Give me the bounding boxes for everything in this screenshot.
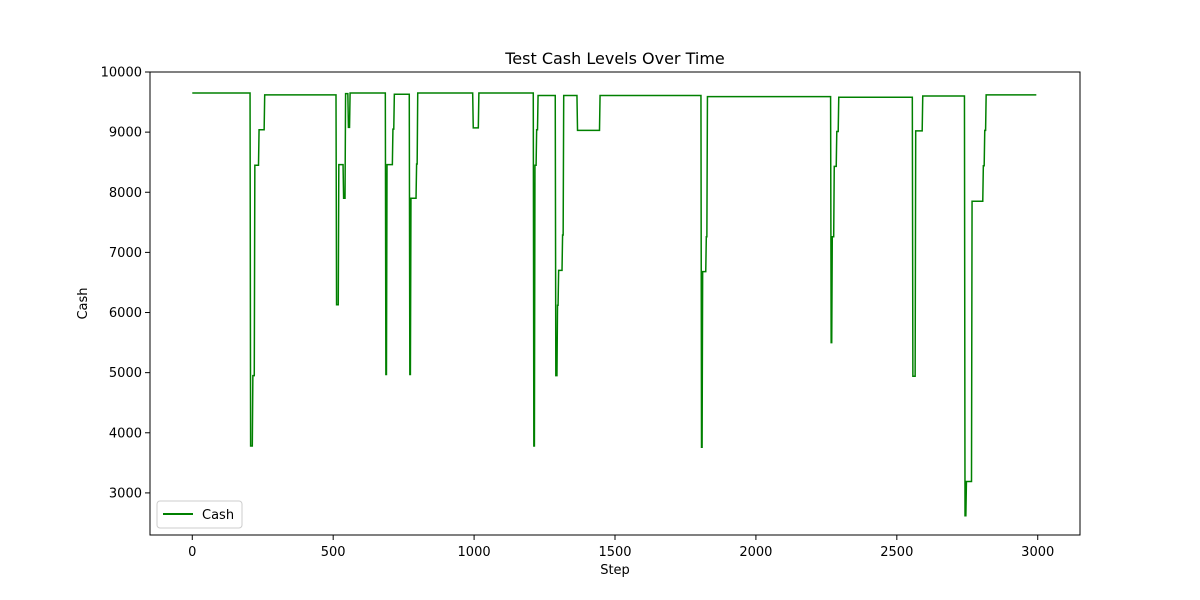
y-tick-label: 8000 [109, 186, 142, 201]
y-tick-label: 7000 [109, 246, 142, 261]
legend-label-cash: Cash [202, 508, 234, 523]
y-axis-ticks: 3000 4000 5000 6000 7000 8000 9000 10000 [101, 66, 150, 501]
x-tick-label: 2500 [880, 545, 913, 560]
y-tick-label: 10000 [101, 66, 142, 81]
x-tick-label: 0 [188, 545, 196, 560]
y-tick-label: 4000 [109, 426, 142, 441]
y-axis-label: Cash [76, 287, 91, 319]
y-tick-label: 5000 [109, 366, 142, 381]
legend-box [156, 500, 243, 529]
x-tick-label: 2000 [739, 545, 772, 560]
chart-title: Test Cash Levels Over Time [504, 49, 725, 68]
x-tick-label: 1500 [598, 545, 631, 560]
x-tick-label: 500 [321, 545, 346, 560]
x-tick-label: 1000 [458, 545, 491, 560]
y-tick-label: 6000 [109, 306, 142, 321]
y-tick-label: 9000 [109, 126, 142, 141]
series-layer [192, 92, 1037, 517]
y-tick-label: 3000 [109, 486, 142, 501]
series-line-cash [192, 92, 1037, 517]
x-axis-ticks: 0 500 1000 1500 2000 2500 3000 [188, 535, 1054, 560]
x-axis-label: Step [600, 563, 630, 578]
x-tick-label: 3000 [1021, 545, 1054, 560]
legend: Cash [156, 500, 243, 529]
